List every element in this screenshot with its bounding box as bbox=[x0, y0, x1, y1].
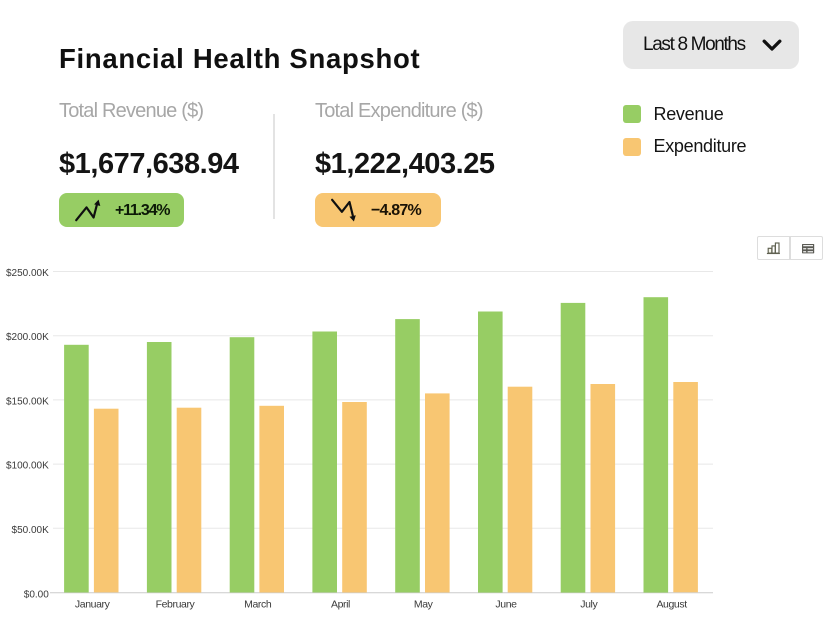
svg-text:June: June bbox=[495, 599, 517, 611]
svg-text:$100.00K: $100.00K bbox=[6, 461, 49, 472]
svg-text:February: February bbox=[156, 599, 196, 611]
svg-text:April: April bbox=[331, 599, 350, 611]
svg-text:January: January bbox=[75, 599, 111, 611]
svg-text:$50.00K: $50.00K bbox=[12, 525, 50, 536]
svg-text:$150.00K: $150.00K bbox=[6, 396, 49, 407]
svg-text:July: July bbox=[580, 599, 598, 611]
svg-text:May: May bbox=[414, 599, 434, 611]
svg-text:$0.00: $0.00 bbox=[24, 589, 49, 600]
svg-text:$250.00K: $250.00K bbox=[6, 268, 49, 279]
svg-text:$200.00K: $200.00K bbox=[6, 332, 49, 343]
svg-text:August: August bbox=[656, 599, 687, 611]
svg-text:March: March bbox=[244, 599, 272, 611]
